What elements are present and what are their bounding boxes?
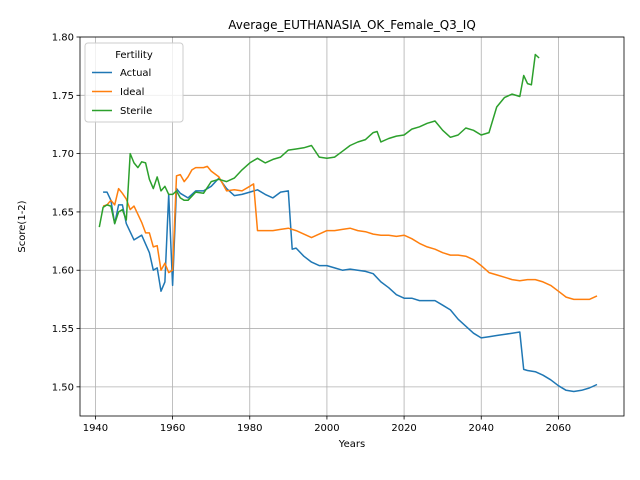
x-tick-label: 2020 (391, 423, 416, 434)
x-tick-label: 2000 (314, 423, 339, 434)
chart-title: Average_EUTHANASIA_OK_Female_Q3_IQ (228, 18, 476, 32)
y-tick-label: 1.60 (52, 266, 74, 277)
y-tick-label: 1.75 (52, 91, 74, 102)
series-line-sterile (98, 53, 540, 228)
x-tick-label: 2060 (546, 423, 571, 434)
legend-label: Actual (120, 68, 151, 79)
x-tick-label: 2040 (469, 423, 494, 434)
y-tick-label: 1.50 (52, 382, 74, 393)
y-tick-label: 1.70 (52, 149, 74, 160)
series-line-actual (103, 177, 598, 393)
legend: Fertility Actual Ideal Sterile (84, 42, 184, 123)
x-tick-label: 1940 (83, 423, 108, 434)
legend-box (84, 42, 184, 123)
x-tick-label: 1980 (237, 423, 262, 434)
x-axis: 1940 1960 1980 2000 2020 2040 2060 (83, 416, 571, 434)
y-tick-label: 1.65 (52, 207, 74, 218)
y-axis-label: Score(1-2) (17, 200, 28, 252)
y-tick-label: 1.80 (52, 33, 74, 44)
x-tick-label: 1960 (160, 423, 185, 434)
data-lines (98, 53, 598, 393)
legend-title: Fertility (115, 50, 153, 61)
legend-label: Ideal (120, 87, 144, 98)
x-axis-label: Years (338, 439, 365, 450)
y-axis: 1.50 1.55 1.60 1.65 1.70 1.75 1.80 (52, 33, 80, 393)
y-tick-label: 1.55 (52, 324, 74, 335)
legend-items: Actual Ideal Sterile (92, 68, 152, 117)
plot-area-frame (79, 36, 625, 417)
legend-label: Sterile (120, 106, 152, 117)
series-line-ideal (102, 165, 598, 301)
